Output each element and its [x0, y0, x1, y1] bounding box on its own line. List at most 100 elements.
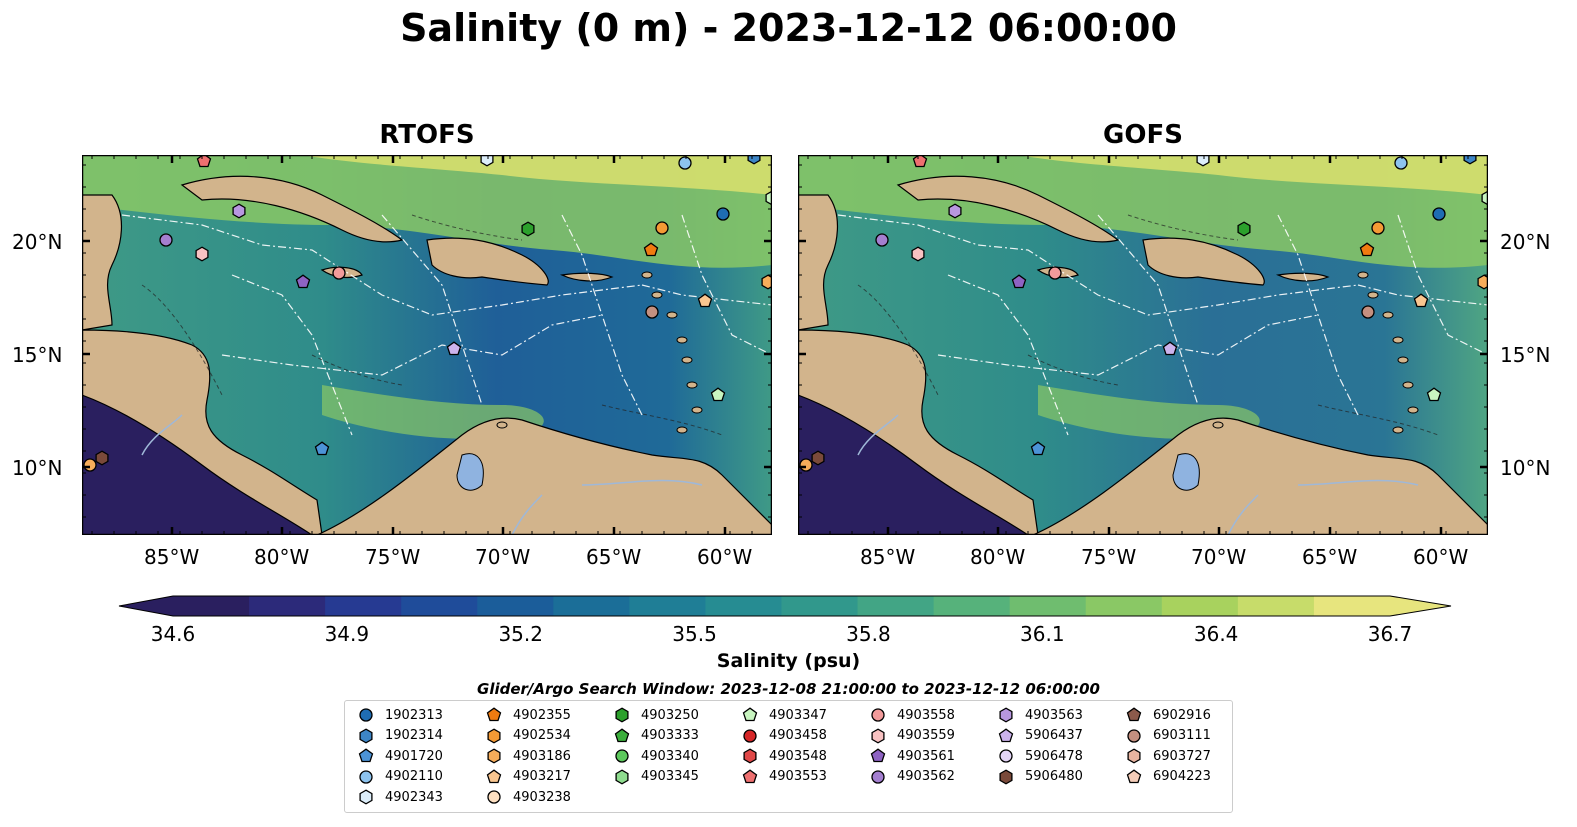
legend-marker: [486, 769, 502, 783]
colorbar-segment: [933, 596, 1011, 616]
river: [581, 479, 703, 486]
eez-boundary: [1397, 214, 1488, 356]
hexagon-marker-icon: [743, 748, 757, 764]
argo-float-marker: [875, 233, 889, 247]
bathymetry-contour: [1027, 354, 1119, 386]
legend-item: 4903561: [867, 746, 955, 766]
argo-float-marker: [912, 155, 928, 168]
pentagon-marker-icon: [742, 769, 758, 783]
pentagon-marker-icon: [1126, 707, 1142, 722]
legend-item-label: 4903562: [897, 769, 955, 785]
legend-item: 4903250: [611, 705, 699, 725]
colorbar-segment: [1237, 596, 1315, 616]
legend-item: 6903111: [1123, 726, 1211, 746]
land-puerto-rico: [1275, 272, 1330, 282]
argo-float-marker: [765, 190, 772, 206]
lon-label: 60°W: [1413, 545, 1469, 569]
island: [691, 406, 703, 414]
legend-item: 4902343: [355, 787, 443, 807]
legend-item-label: 4903458: [769, 728, 827, 744]
argo-float-marker: [83, 458, 97, 472]
hexagon-marker-icon: [487, 748, 501, 764]
legend-marker: [742, 707, 758, 722]
legend-marker: [871, 728, 885, 744]
legend-item-label: 4902343: [385, 789, 443, 805]
legend-item: 5906480: [995, 767, 1083, 787]
land-south-america: [316, 417, 772, 535]
argo-float-marker: [645, 305, 659, 319]
legend-item: 4903559: [867, 726, 955, 746]
colorbar: [118, 595, 1452, 617]
legend-item: 5906478: [995, 746, 1083, 766]
pentagon-marker-icon: [1126, 769, 1142, 783]
circle-marker-icon: [1127, 728, 1141, 743]
lon-label: 70°W: [475, 545, 531, 569]
legend-item: 4903563: [995, 705, 1083, 725]
legend-item-label: 4903559: [897, 728, 955, 744]
island: [1402, 381, 1414, 389]
legend-marker: [870, 748, 886, 763]
lon-label: 85°W: [144, 545, 200, 569]
argo-float-marker: [716, 207, 730, 221]
circle-marker-icon: [743, 728, 757, 743]
eez-boundary: [1277, 214, 1359, 416]
island: [686, 381, 698, 389]
legend-marker: [871, 770, 885, 784]
pentagon-marker-icon: [998, 727, 1014, 742]
legend-item-label: 4903238: [513, 789, 571, 805]
map-panel-rtofs: [82, 155, 772, 535]
legend-marker: [359, 728, 373, 744]
legend-item: 1902313: [355, 705, 443, 725]
circle-marker-icon: [359, 770, 373, 784]
hexagon-marker-icon: [359, 728, 373, 744]
eez-boundary: [561, 214, 643, 416]
lon-label: 80°W: [254, 545, 310, 569]
colorbar-segment: [1009, 596, 1087, 616]
legend-item: 5906437: [995, 726, 1083, 746]
legend-item-label: 5906437: [1025, 728, 1083, 744]
circle-marker-icon: [487, 790, 501, 805]
argo-float-marker: [1011, 274, 1027, 289]
colorbar-tick-label: 34.9: [324, 622, 370, 646]
legend-item: 4903458: [739, 726, 827, 746]
land-central-america: [798, 329, 1039, 535]
colorbar-segment: [1085, 596, 1163, 616]
legend-item-label: 4903561: [897, 748, 955, 764]
island: [1212, 421, 1224, 429]
argo-float-marker: [948, 203, 962, 219]
pentagon-marker-icon: [870, 748, 886, 763]
argo-float-marker: [521, 221, 535, 237]
lon-label: 80°W: [970, 545, 1026, 569]
argo-float-marker: [1394, 156, 1408, 170]
argo-float-marker: [195, 246, 209, 262]
island: [1397, 356, 1409, 364]
colorbar-segment: [477, 596, 554, 616]
legend-item-label: 4902355: [513, 707, 571, 723]
legend-marker: [1126, 707, 1142, 722]
hexagon-marker-icon: [871, 728, 885, 744]
colorbar-segment: [325, 596, 402, 616]
lat-label-left: 20°N: [12, 230, 63, 254]
hexagon-marker-icon: [359, 789, 373, 805]
eez-boundary: [221, 314, 603, 376]
legend-item-label: 6903727: [1153, 748, 1211, 764]
argo-float-marker: [1361, 305, 1375, 319]
legend-marker: [743, 748, 757, 764]
colorbar-tick-label: 35.5: [672, 622, 717, 646]
lat-label-right: 15°N: [1500, 343, 1551, 367]
argo-float-marker: [678, 156, 692, 170]
land-hispaniola: [426, 237, 549, 286]
argo-float-marker: [196, 155, 212, 168]
lon-label: 70°W: [1191, 545, 1247, 569]
legend-marker: [743, 728, 757, 743]
circle-marker-icon: [615, 749, 629, 763]
colorbar-tick-label: 34.6: [150, 622, 196, 646]
legend-item-label: 4903563: [1025, 707, 1083, 723]
land-south-america: [1032, 417, 1488, 535]
lon-label: 85°W: [860, 545, 916, 569]
island: [676, 426, 688, 434]
panel-title-rtofs: RTOFS: [379, 120, 475, 150]
legend-item: 4903562: [867, 767, 955, 787]
legend-item-label: 1902313: [385, 707, 443, 723]
circle-marker-icon: [871, 770, 885, 784]
